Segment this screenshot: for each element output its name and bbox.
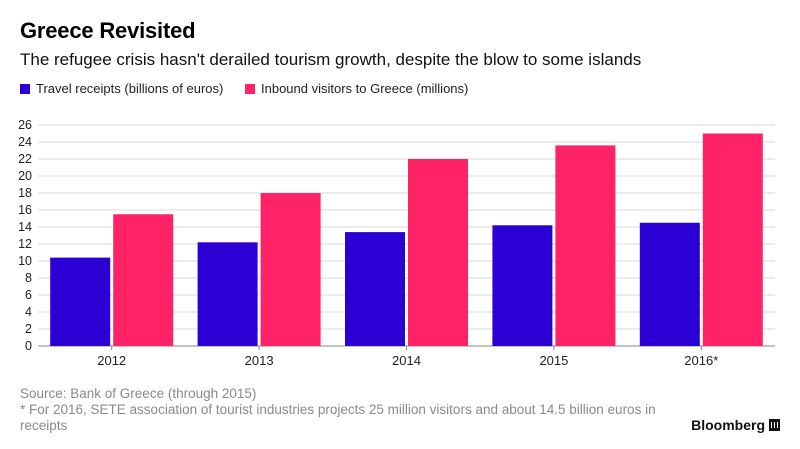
legend-swatch-visitors bbox=[245, 83, 255, 94]
bar-inbound-visitors bbox=[408, 159, 468, 346]
legend-item-visitors: Inbound visitors to Greece (millions) bbox=[245, 81, 468, 96]
x-tick-label: 2016* bbox=[684, 353, 718, 368]
source-text: Source: Bank of Greece (through 2015) bbox=[20, 386, 257, 401]
legend-item-receipts: Travel receipts (billions of euros) bbox=[20, 81, 223, 96]
y-tick-label: 20 bbox=[18, 169, 32, 183]
bar-inbound-visitors bbox=[555, 145, 616, 346]
y-tick-label: 16 bbox=[18, 203, 32, 217]
x-tick-label: 2012 bbox=[97, 353, 126, 368]
y-tick-label: 0 bbox=[25, 339, 32, 353]
legend-swatch-receipts bbox=[20, 83, 30, 94]
bar-travel-receipts bbox=[50, 257, 111, 346]
x-tick-label: 2013 bbox=[245, 353, 274, 368]
y-tick-label: 18 bbox=[18, 186, 32, 200]
bar-travel-receipts bbox=[492, 225, 553, 346]
brand-name: Bloomberg bbox=[691, 417, 765, 433]
y-tick-label: 24 bbox=[18, 135, 32, 149]
bar-travel-receipts bbox=[345, 232, 405, 346]
legend-label-receipts: Travel receipts (billions of euros) bbox=[36, 81, 224, 96]
y-tick-label: 4 bbox=[25, 305, 32, 319]
bar-inbound-visitors bbox=[260, 193, 321, 346]
chart-source: Source: Bank of Greece (through 2015) * … bbox=[20, 386, 680, 434]
bloomberg-terminal-icon bbox=[769, 419, 780, 431]
bar-travel-receipts bbox=[639, 222, 700, 346]
chart-legend: Travel receipts (billions of euros) Inbo… bbox=[20, 81, 486, 97]
chart-title: Greece Revisited bbox=[20, 18, 196, 43]
y-tick-label: 10 bbox=[18, 254, 32, 268]
y-tick-label: 12 bbox=[18, 237, 32, 251]
x-tick-label: 2015 bbox=[539, 353, 568, 368]
y-tick-label: 2 bbox=[25, 322, 32, 336]
y-tick-label: 26 bbox=[18, 118, 32, 132]
y-tick-label: 14 bbox=[18, 220, 32, 234]
y-tick-label: 8 bbox=[25, 271, 32, 285]
bar-travel-receipts bbox=[197, 242, 258, 346]
y-tick-label: 6 bbox=[25, 288, 32, 302]
y-tick-label: 22 bbox=[18, 152, 32, 166]
brand-logo: Bloomberg bbox=[691, 417, 780, 433]
x-tick-label: 2014 bbox=[392, 353, 421, 368]
bar-inbound-visitors bbox=[113, 214, 174, 346]
legend-label-visitors: Inbound visitors to Greece (millions) bbox=[261, 81, 469, 96]
bar-inbound-visitors bbox=[702, 133, 763, 346]
footnote-text: * For 2016, SETE association of tourist … bbox=[20, 402, 656, 433]
chart-subtitle: The refugee crisis hasn't derailed touri… bbox=[20, 50, 642, 69]
